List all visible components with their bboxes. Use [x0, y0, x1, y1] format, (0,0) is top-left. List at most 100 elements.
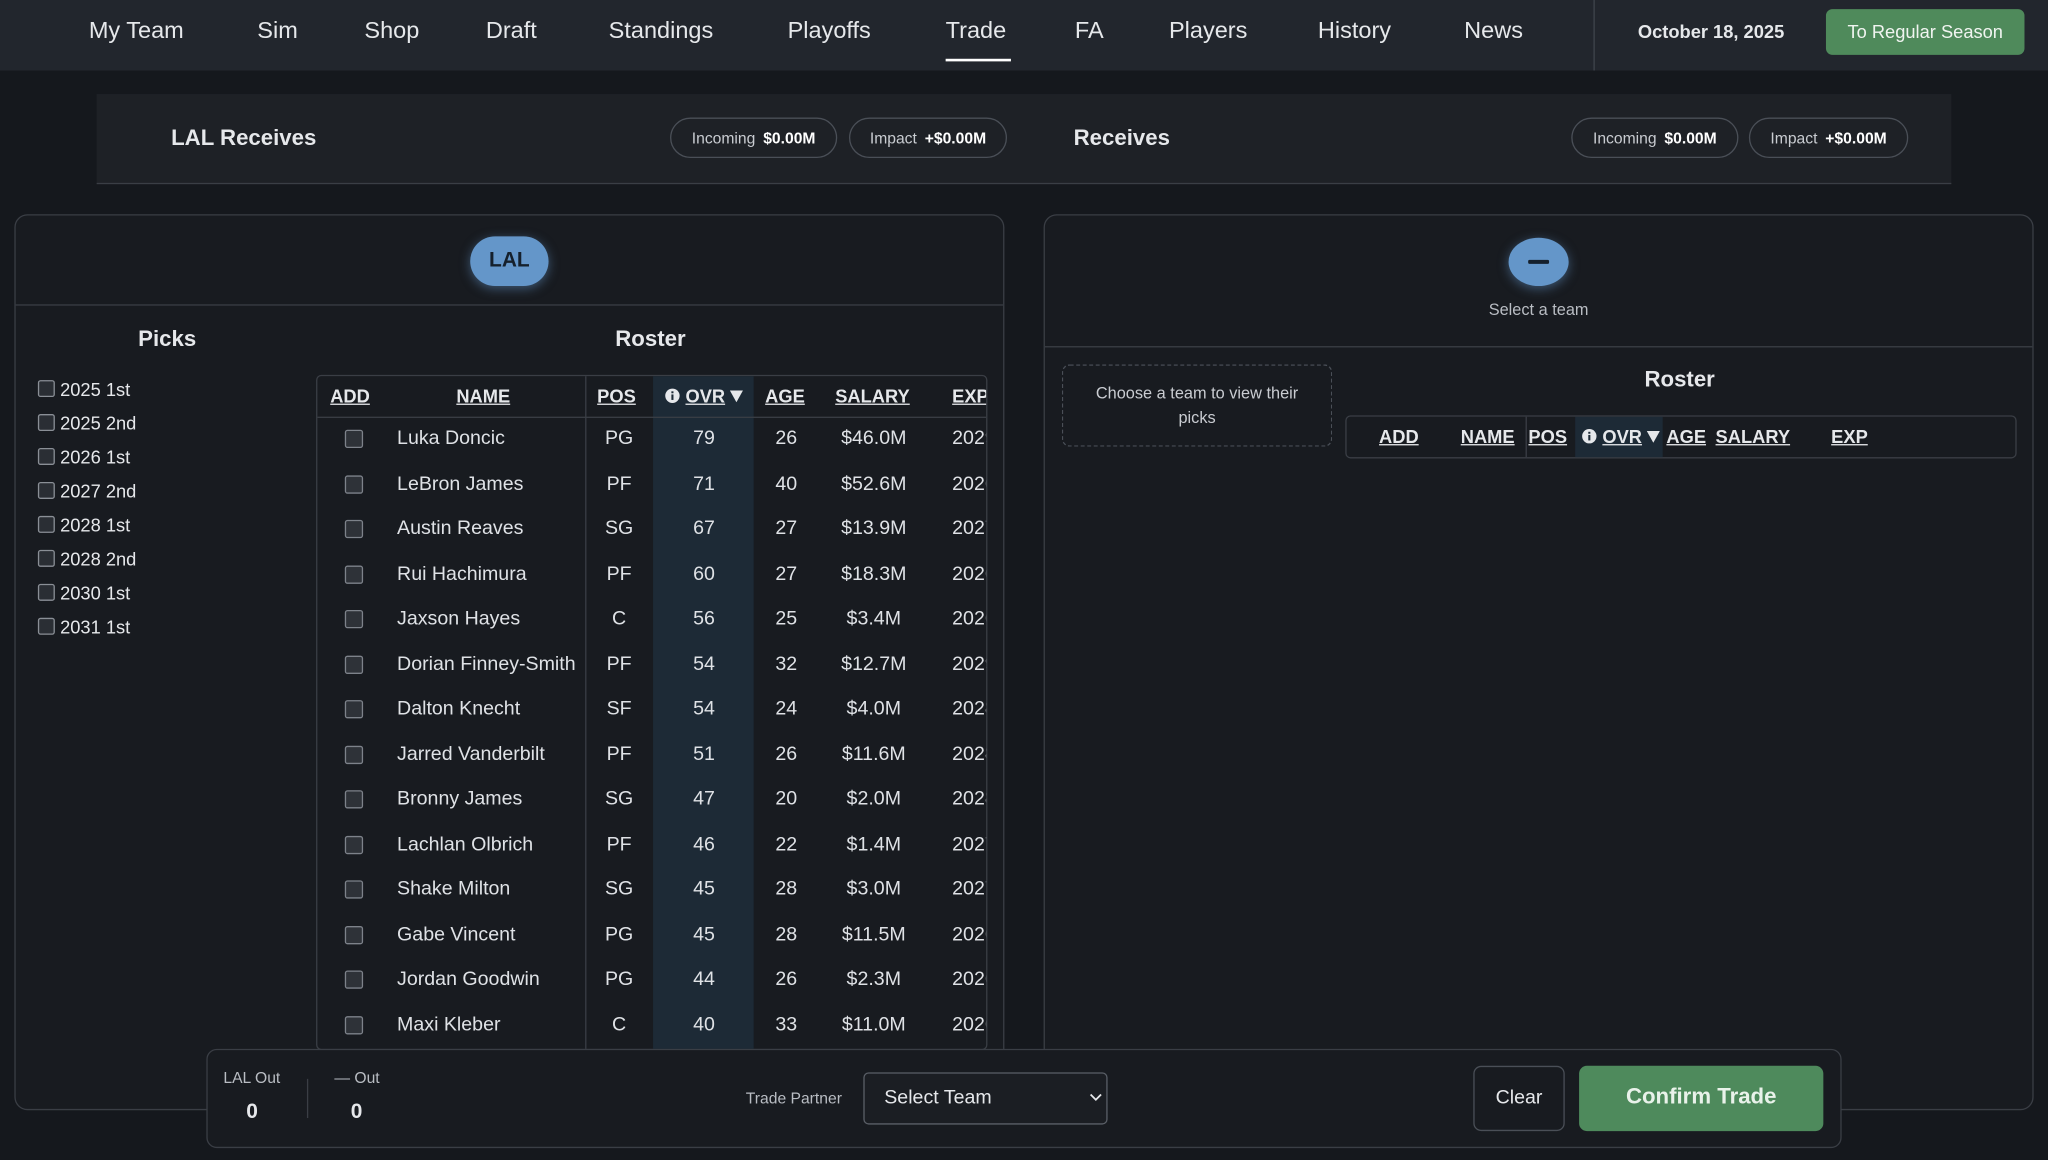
season-button[interactable]: To Regular Season [1825, 9, 2025, 55]
expiry: 2026 [952, 562, 986, 585]
nav-item[interactable]: Trade [945, 16, 1007, 44]
ovr: 40 [693, 1012, 715, 1036]
select-text: Select Team [884, 1086, 992, 1109]
nav-item[interactable]: News [1464, 16, 1523, 44]
player-name[interactable]: Austin Reaves [397, 517, 524, 540]
nav-item[interactable]: Sim [257, 16, 298, 44]
nav-item[interactable]: Standings [608, 16, 714, 44]
row-checkbox[interactable] [344, 880, 364, 899]
player-name[interactable]: Dalton Knecht [397, 697, 521, 720]
column-header[interactable]: ADD [330, 385, 370, 406]
age: 20 [775, 787, 798, 810]
row-checkbox[interactable] [344, 564, 364, 584]
player-name[interactable]: Jordan Goodwin [397, 967, 540, 991]
salary: $18.3M [841, 562, 907, 585]
row-checkbox[interactable] [344, 474, 364, 494]
nav-item[interactable]: Playoffs [787, 16, 871, 44]
confirm-button[interactable]: Confirm Trade [1579, 1065, 1824, 1132]
row-checkbox[interactable] [344, 970, 364, 989]
player-name[interactable]: Jaxson Hayes [397, 607, 521, 630]
nav-item[interactable]: Shop [364, 16, 420, 44]
nav-item[interactable]: FA [1074, 16, 1104, 44]
player-name[interactable]: Bronny James [397, 787, 523, 810]
row-checkbox[interactable] [344, 925, 364, 944]
nav-item[interactable]: My Team [88, 16, 184, 44]
ovr: 51 [693, 742, 715, 765]
position: PG [604, 922, 634, 945]
salary: $2.0M [846, 787, 902, 810]
row-checkbox[interactable] [344, 429, 364, 448]
age: 33 [775, 1012, 798, 1036]
expiry: 2027 [952, 517, 986, 540]
row-checkbox[interactable] [344, 1015, 364, 1034]
player-name[interactable]: Jarred Vanderbilt [397, 742, 545, 765]
pick-checkbox[interactable] [37, 583, 55, 601]
column-header[interactable]: SALARY [835, 385, 910, 406]
nav-item[interactable]: Players [1168, 16, 1248, 44]
player-name[interactable]: Gabe Vincent [397, 922, 516, 945]
clear-button[interactable]: Clear [1473, 1065, 1565, 1132]
column-header[interactable]: AGE [765, 385, 805, 406]
row-checkbox[interactable] [344, 790, 364, 809]
column-header[interactable]: OVR [1581, 426, 1661, 447]
pick-checkbox[interactable] [37, 414, 55, 432]
player-name[interactable]: Luka Doncic [397, 427, 505, 450]
player-name[interactable]: Maxi Kleber [397, 1012, 501, 1036]
row-checkbox[interactable] [344, 655, 364, 674]
column-header[interactable]: EXP [952, 385, 986, 406]
nav-item[interactable]: Draft [485, 16, 537, 44]
player-name[interactable]: Shake Milton [397, 877, 511, 900]
sort-arrow [730, 390, 744, 403]
empty-team-badge[interactable] [1508, 237, 1569, 287]
salary: $46.0M [841, 427, 907, 450]
pick-checkbox[interactable] [37, 515, 55, 533]
pick-checkbox[interactable] [37, 481, 55, 499]
column-header[interactable]: AGE [1666, 426, 1706, 447]
position: PF [606, 832, 632, 855]
column-header[interactable]: EXP [1831, 426, 1868, 447]
column-header[interactable]: POS [597, 385, 636, 406]
column-header[interactable]: ADD [1379, 426, 1419, 447]
nav-item[interactable]: History [1317, 16, 1392, 44]
position: PF [606, 472, 632, 495]
expiry: 2026 [952, 967, 986, 991]
roster-table: ADD NAME POS OVR AGE SALARY EXP Luka Doncic PG 79… [316, 374, 988, 1051]
pick-label: 2027 2nd [60, 480, 137, 502]
nav-divider [1593, 0, 1595, 71]
pick-label: 2026 1st [60, 446, 131, 468]
partner-select[interactable]: Select Team [863, 1072, 1108, 1125]
pick-label: 2031 1st [60, 616, 131, 638]
pick-checkbox[interactable] [37, 447, 55, 465]
row-checkbox[interactable] [344, 609, 364, 629]
player-name[interactable]: Lachlan Olbrich [397, 832, 534, 855]
column-header[interactable]: NAME [1461, 426, 1515, 447]
left-panel [14, 214, 1005, 1111]
impact-pill: Impact +$0.00M [1748, 117, 1909, 159]
row-checkbox[interactable] [344, 700, 364, 719]
ovr: 54 [693, 697, 715, 720]
column-header[interactable]: OVR [665, 385, 744, 406]
column-header[interactable]: SALARY [1716, 426, 1791, 447]
pill-value: +$0.00M [924, 129, 987, 148]
column-header[interactable]: NAME [456, 385, 510, 406]
ovr: 44 [693, 967, 715, 991]
pill-label: Incoming [1592, 129, 1657, 148]
player-name[interactable]: Rui Hachimura [397, 562, 527, 585]
row-checkbox[interactable] [344, 745, 364, 764]
pick-checkbox[interactable] [37, 380, 55, 398]
out-label: LAL Out [223, 1068, 281, 1087]
roster-title: Roster [1644, 367, 1715, 392]
player-name[interactable]: Dorian Finney-Smith [397, 652, 576, 675]
row-checkbox[interactable] [344, 519, 364, 539]
pick-checkbox[interactable] [37, 549, 55, 567]
age: 22 [775, 832, 798, 855]
row-checkbox[interactable] [344, 835, 364, 854]
expiry: 2026 [952, 472, 986, 495]
column-header[interactable]: POS [1528, 426, 1567, 447]
pick-checkbox[interactable] [37, 617, 55, 635]
pick-label: 2028 1st [60, 514, 131, 536]
player-name[interactable]: LeBron James [397, 472, 524, 495]
salary: $12.7M [841, 652, 907, 675]
